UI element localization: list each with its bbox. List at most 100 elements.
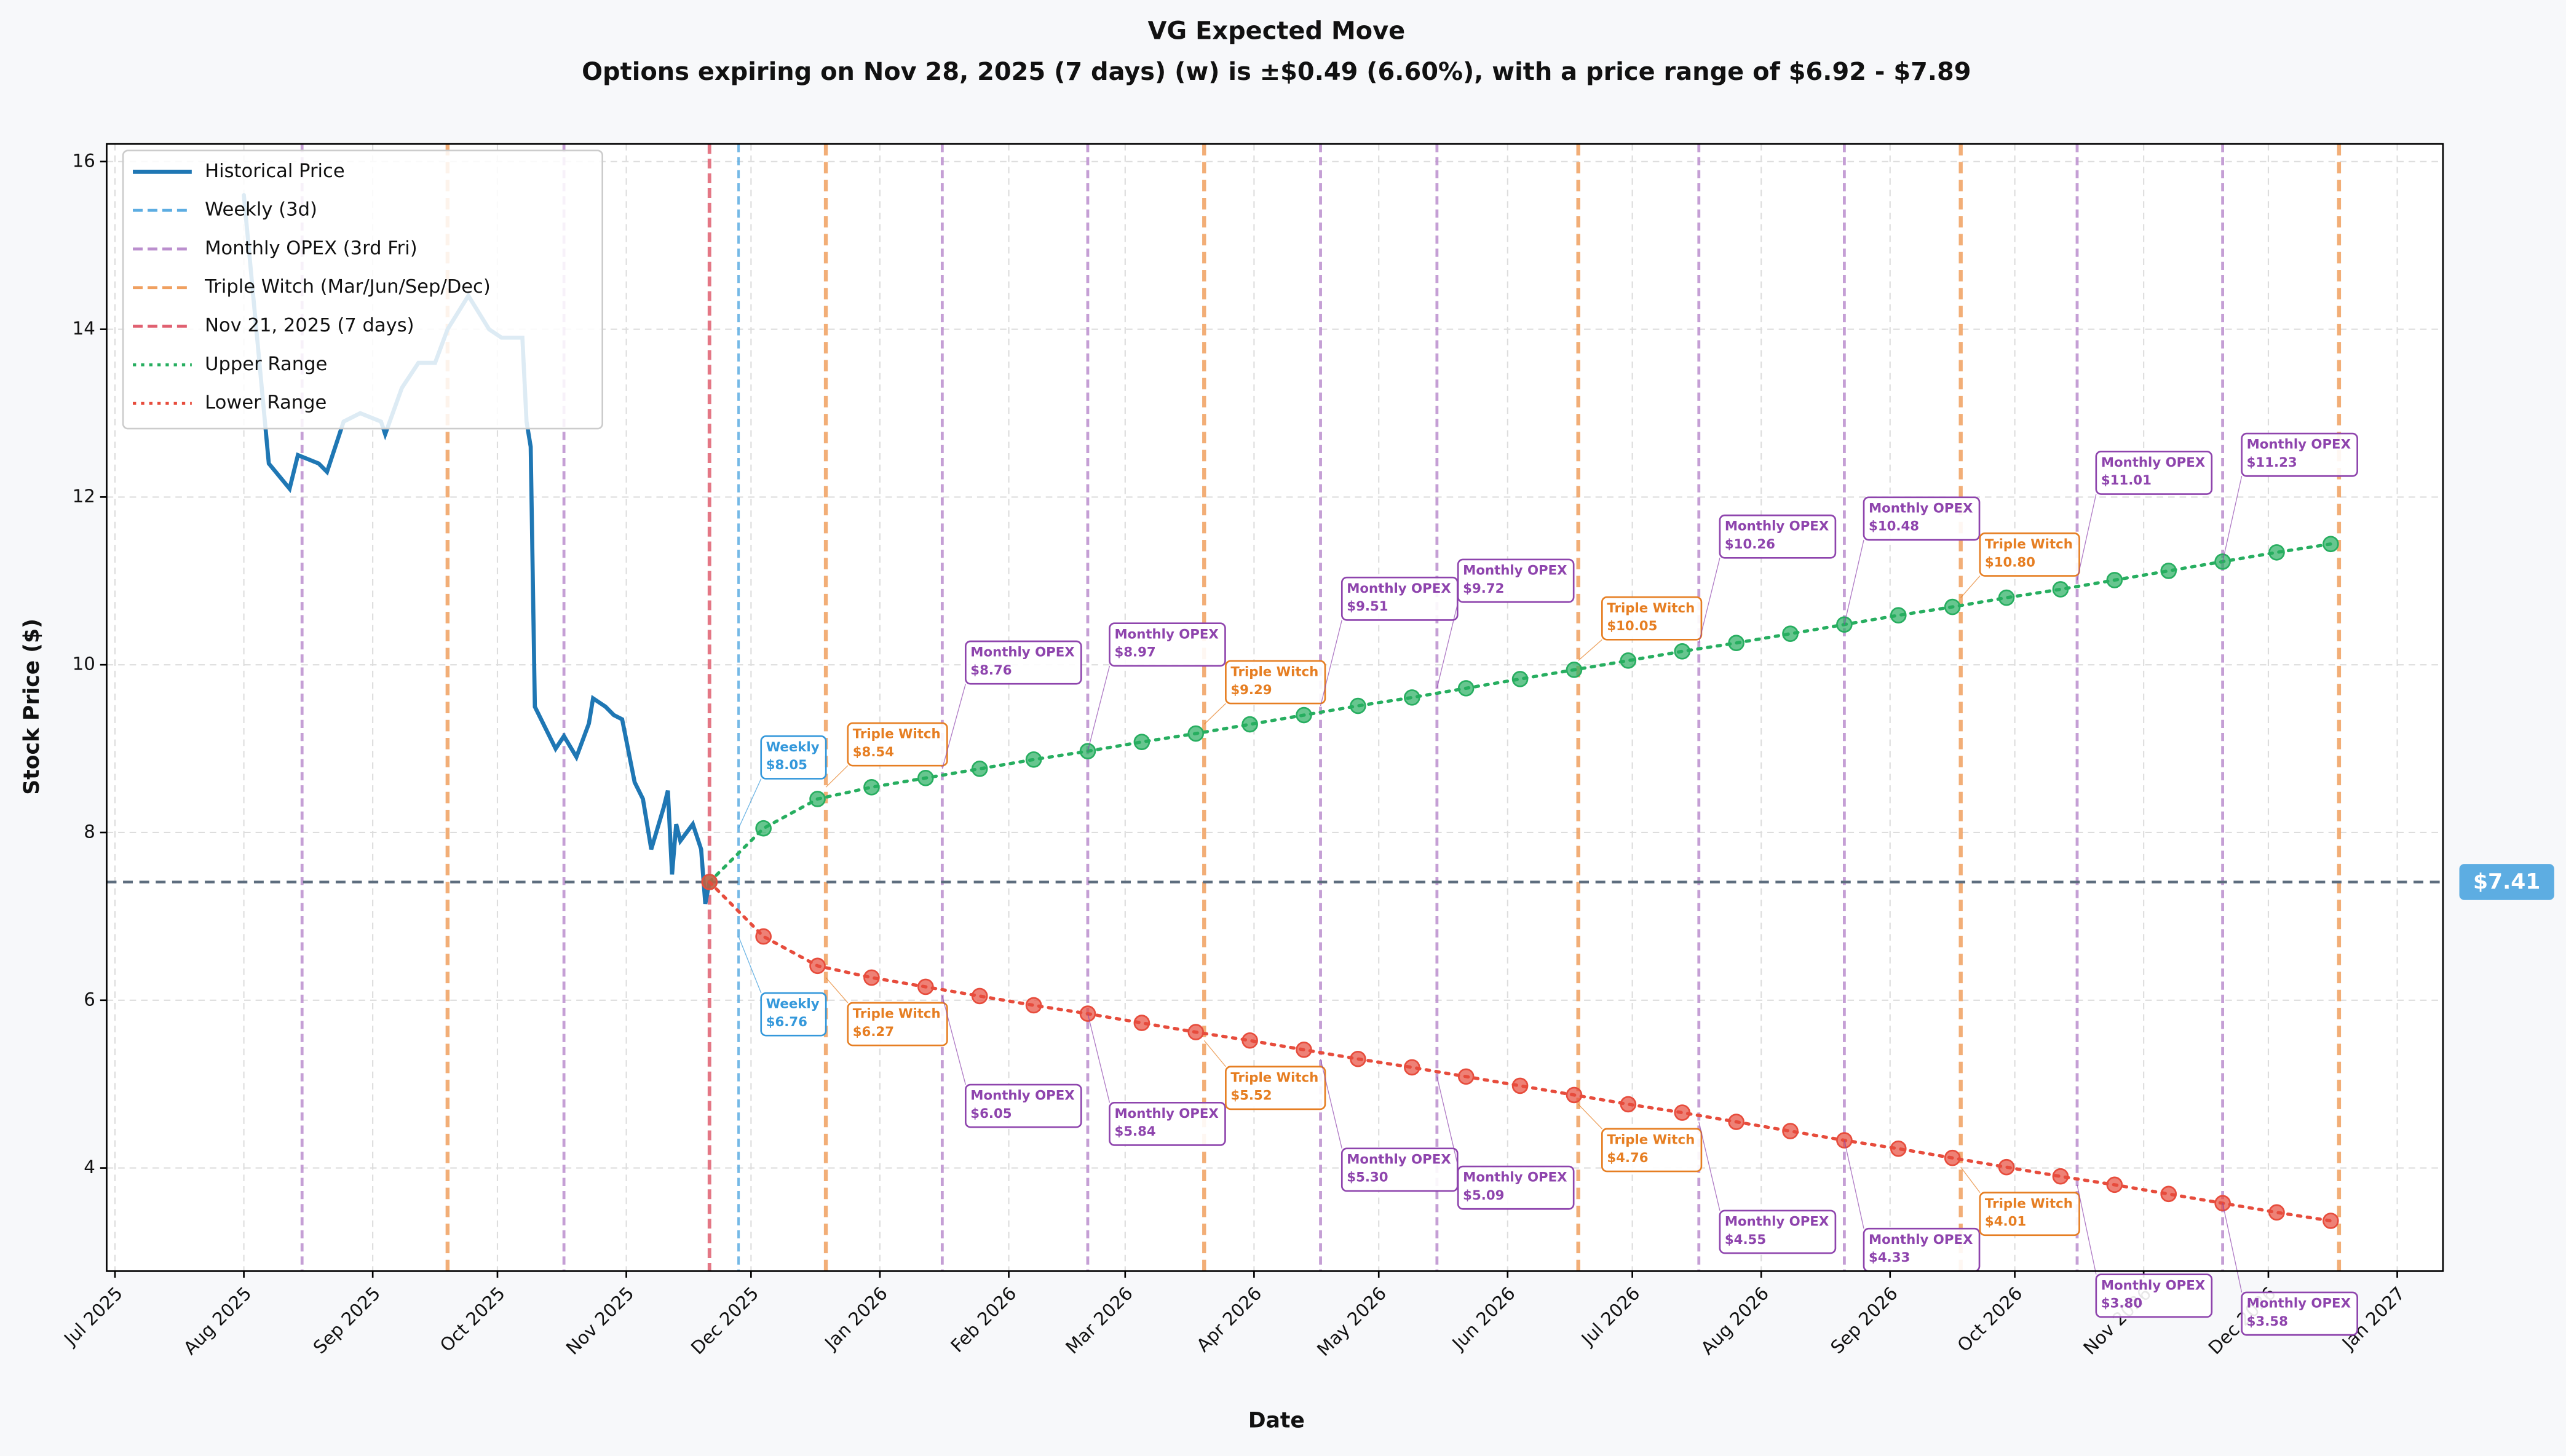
annotation-connector (1087, 665, 1111, 751)
range-point (1403, 1059, 1420, 1076)
annotation-title: Monthly OPEX (1725, 519, 1829, 534)
annotation-connector (738, 778, 762, 829)
range-point (1674, 643, 1691, 660)
annotation-box (1109, 622, 1226, 667)
legend-label: Weekly (3d) (205, 199, 317, 221)
annotation: Monthly OPEX $5.30 (1320, 1059, 1459, 1192)
legend-label: Nov 21, 2025 (7 days) (205, 315, 414, 336)
range-point (863, 779, 880, 796)
annotation-value: $9.51 (1347, 599, 1388, 614)
annotation-title: Triple Witch (1985, 537, 2073, 552)
annotation-value: $10.48 (1869, 519, 1919, 534)
annotation: Monthly OPEX $5.09 (1436, 1076, 1575, 1210)
chart-title: VG Expected Move (1148, 17, 1406, 46)
annotation: Monthly OPEX $9.51 (1320, 576, 1459, 706)
annotation-title: Monthly OPEX (2101, 455, 2205, 470)
annotation-title: Monthly OPEX (1463, 563, 1567, 579)
annotation-title: Monthly OPEX (2247, 1296, 2351, 1312)
annotation: Triple Witch $4.76 (1578, 1104, 1703, 1173)
annotation-box (1109, 1101, 1226, 1146)
range-point (1187, 1024, 1205, 1040)
annotation-connector (1203, 703, 1226, 725)
annotation-value: $5.52 (1230, 1088, 1272, 1104)
annotation-value: $10.26 (1725, 537, 1775, 552)
annotation-value: $10.05 (1607, 619, 1657, 634)
annotation-box (1225, 660, 1326, 705)
annotation-box (1457, 1165, 1575, 1210)
range-point (1674, 1104, 1691, 1121)
range-point (809, 957, 826, 975)
range-point (2268, 544, 2285, 561)
annotation-box (760, 992, 827, 1037)
y-axis-label: Stock Price ($) (20, 619, 44, 795)
annotation-box (2241, 1291, 2358, 1336)
x-axis-label: Date (1248, 1409, 1305, 1433)
annotation: Weekly $6.76 (738, 936, 827, 1037)
range-point (1620, 652, 1637, 669)
range-point (2322, 536, 2339, 553)
range-point (1025, 997, 1042, 1014)
range-point (1944, 598, 1961, 615)
annotation-value: $4.33 (1869, 1250, 1910, 1265)
annotation-connector (1320, 620, 1342, 706)
annotation: Triple Witch $10.80 (1960, 532, 2080, 598)
range-point (1296, 1041, 1312, 1058)
range-point (2052, 1168, 2069, 1185)
range-point (1782, 625, 1799, 643)
legend-label: Historical Price (205, 160, 345, 182)
annotation-box (1979, 532, 2080, 577)
range-point (1944, 1149, 1961, 1166)
legend: Historical Price Weekly (3d) Monthly OPEX … (122, 149, 603, 430)
annotation-title: Monthly OPEX (1114, 627, 1218, 642)
annotation-value: $9.29 (1230, 682, 1272, 698)
annotation-box (1719, 514, 1837, 559)
y-tick-label: 16 (73, 150, 95, 171)
y-tick-label: 12 (73, 486, 95, 507)
annotation-connector (1698, 558, 1721, 643)
range-point (1241, 716, 1258, 733)
annotation-connector (738, 936, 762, 994)
range-point (1620, 1096, 1637, 1113)
range-point (1187, 725, 1205, 742)
annotation: Monthly OPEX $3.58 (2222, 1203, 2358, 1336)
range-point (701, 874, 718, 890)
annotation: Monthly OPEX $8.97 (1087, 622, 1226, 751)
annotation-title: Weekly (766, 997, 820, 1012)
annotation-box (1601, 596, 1703, 641)
annotation-connector (1960, 576, 1981, 598)
annotation-box (964, 640, 1082, 685)
annotation-title: Monthly OPEX (1463, 1170, 1567, 1185)
range-point (809, 791, 826, 807)
range-point (971, 987, 988, 1005)
annotation-box (2241, 432, 2358, 477)
range-point (755, 820, 772, 837)
annotation-value: $5.84 (1114, 1124, 1155, 1139)
legend-label: Triple Witch (Mar/Jun/Sep/Dec) (204, 276, 491, 298)
legend-label: Upper Range (205, 354, 327, 375)
annotation-connector (1436, 601, 1459, 689)
annotation: Weekly $8.05 (738, 735, 827, 829)
annotation-value: $3.58 (2247, 1314, 2288, 1329)
annotation: Monthly OPEX $3.80 (2077, 1184, 2213, 1318)
annotation: Monthly OPEX $9.72 (1436, 558, 1575, 689)
annotation-box (1719, 1209, 1837, 1254)
range-point (1566, 662, 1583, 678)
chart-subtitle: Options expiring on Nov 28, 2025 (7 days… (582, 58, 1971, 86)
annotation-value: $8.05 (766, 758, 807, 773)
annotation-value: $3.80 (2101, 1296, 2142, 1312)
range-point (1025, 751, 1042, 768)
annotation-value: $5.09 (1463, 1188, 1504, 1203)
range-point (917, 978, 934, 995)
range-point (971, 761, 988, 777)
annotation-title: Monthly OPEX (1347, 581, 1451, 596)
annotation-connector (2222, 1203, 2243, 1293)
annotation-title: Monthly OPEX (970, 645, 1074, 660)
annotation: Monthly OPEX $10.26 (1698, 514, 1837, 643)
annotation: Monthly OPEX $4.55 (1698, 1122, 1837, 1254)
annotation-connector (1578, 639, 1602, 661)
annotation-value: $9.72 (1463, 581, 1504, 596)
range-point (1457, 1068, 1475, 1085)
annotation-connector (2222, 476, 2243, 562)
annotation-title: Triple Witch (1607, 601, 1695, 616)
